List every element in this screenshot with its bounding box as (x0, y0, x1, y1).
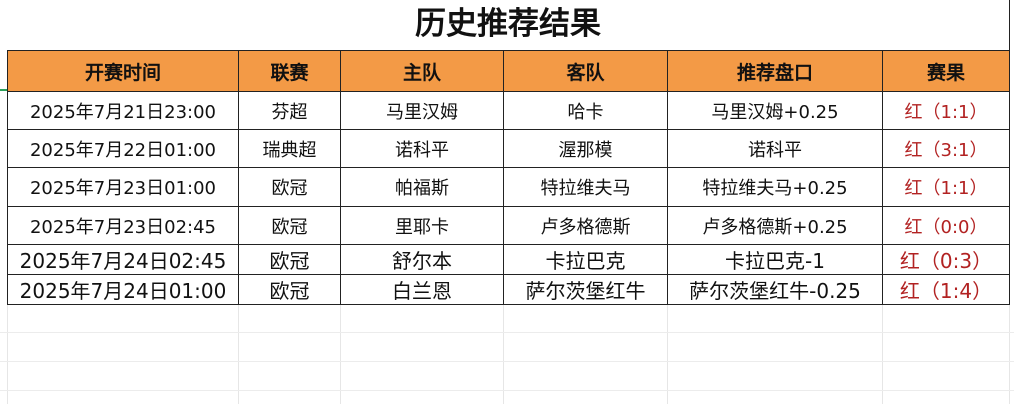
cell-time[interactable]: 2025年7月23日01:00 (7, 167, 239, 207)
row-selection-marker (0, 89, 7, 91)
results-table: 开赛时间 联赛 主队 客队 推荐盘口 赛果 2025年7月21日23:00 芬超马… (7, 50, 1010, 305)
cell-result[interactable]: 红（3:1） (882, 129, 1010, 168)
cell-pick[interactable]: 卢多格德斯+0.25 (667, 206, 883, 245)
cell-result[interactable]: 红（0:3） (882, 244, 1010, 275)
cell-home[interactable]: 诺科平 (340, 129, 504, 168)
cell-home[interactable]: 帕福斯 (340, 167, 504, 207)
header-home[interactable]: 主队 (340, 50, 504, 92)
cell-pick[interactable]: 马里汉姆+0.25 (667, 91, 883, 130)
cell-away[interactable]: 卢多格德斯 (503, 206, 668, 245)
cell-home[interactable]: 舒尔本 (340, 244, 504, 275)
cell-home[interactable]: 白兰恩 (340, 274, 504, 305)
cell-time[interactable]: 2025年7月23日02:45 (7, 206, 239, 245)
table-row: 2025年7月23日01:00 欧冠 帕福斯 特拉维夫马 特拉维夫马+0.25 红（1:1… (7, 167, 1010, 207)
cell-away[interactable]: 萨尔茨堡红牛 (503, 274, 668, 305)
cell-time[interactable]: 2025年7月22日01:00 (7, 129, 239, 168)
sheet-gridline (1009, 0, 1010, 404)
cell-league[interactable]: 瑞典超 (238, 129, 341, 168)
cell-time[interactable]: 2025年7月21日23:00 (7, 91, 239, 130)
header-league[interactable]: 联赛 (238, 50, 341, 92)
cell-league[interactable]: 芬超 (238, 91, 341, 130)
cell-home[interactable]: 里耶卡 (340, 206, 504, 245)
cell-away[interactable]: 卡拉巴克 (503, 244, 668, 275)
cell-away[interactable]: 渥那模 (503, 129, 668, 168)
cell-pick[interactable]: 特拉维夫马+0.25 (667, 167, 883, 207)
cell-league[interactable]: 欧冠 (238, 167, 341, 207)
sheet-gridline (0, 390, 1014, 391)
sheet-gridline (0, 361, 1014, 362)
table-row: 2025年7月22日01:00 瑞典超 诺科平 渥那模 诺科平 红（3:1） (7, 129, 1010, 168)
header-result[interactable]: 赛果 (882, 50, 1010, 92)
cell-pick[interactable]: 卡拉巴克-1 (667, 244, 883, 275)
cell-result[interactable]: 红（1:1） (882, 167, 1010, 207)
sheet-gridline (0, 332, 1014, 333)
table-row: 2025年7月23日02:45 欧冠 里耶卡 卢多格德斯 卢多格德斯+0.25 红（0:0… (7, 206, 1010, 245)
cell-home[interactable]: 马里汉姆 (340, 91, 504, 130)
header-pick[interactable]: 推荐盘口 (667, 50, 883, 92)
cell-time[interactable]: 2025年7月24日01:00 (7, 274, 239, 305)
header-time[interactable]: 开赛时间 (7, 50, 239, 92)
cell-away[interactable]: 特拉维夫马 (503, 167, 668, 207)
cell-league[interactable]: 欧冠 (238, 274, 341, 305)
cell-pick[interactable]: 萨尔茨堡红牛-0.25 (667, 274, 883, 305)
cell-time[interactable]: 2025年7月24日02:45 (7, 244, 239, 275)
table-row: 2025年7月24日01:00 欧冠 白兰恩 萨尔茨堡红牛 萨尔茨堡红牛-0.25 红（1… (7, 274, 1010, 305)
table-row: 2025年7月24日02:45 欧冠 舒尔本 卡拉巴克 卡拉巴克-1 红（0:3） (7, 244, 1010, 275)
header-row: 开赛时间 联赛 主队 客队 推荐盘口 赛果 (7, 50, 1010, 92)
cell-away[interactable]: 哈卡 (503, 91, 668, 130)
sheet-title: 历史推荐结果 (7, 0, 1010, 50)
cell-league[interactable]: 欧冠 (238, 244, 341, 275)
cell-result[interactable]: 红（0:0） (882, 206, 1010, 245)
header-away[interactable]: 客队 (503, 50, 668, 92)
table-row: 2025年7月21日23:00 芬超 马里汉姆 哈卡 马里汉姆+0.25 红（1:1） (7, 91, 1010, 130)
cell-pick[interactable]: 诺科平 (667, 129, 883, 168)
cell-result[interactable]: 红（1:4） (882, 274, 1010, 305)
cell-league[interactable]: 欧冠 (238, 206, 341, 245)
cell-result[interactable]: 红（1:1） (882, 91, 1010, 130)
